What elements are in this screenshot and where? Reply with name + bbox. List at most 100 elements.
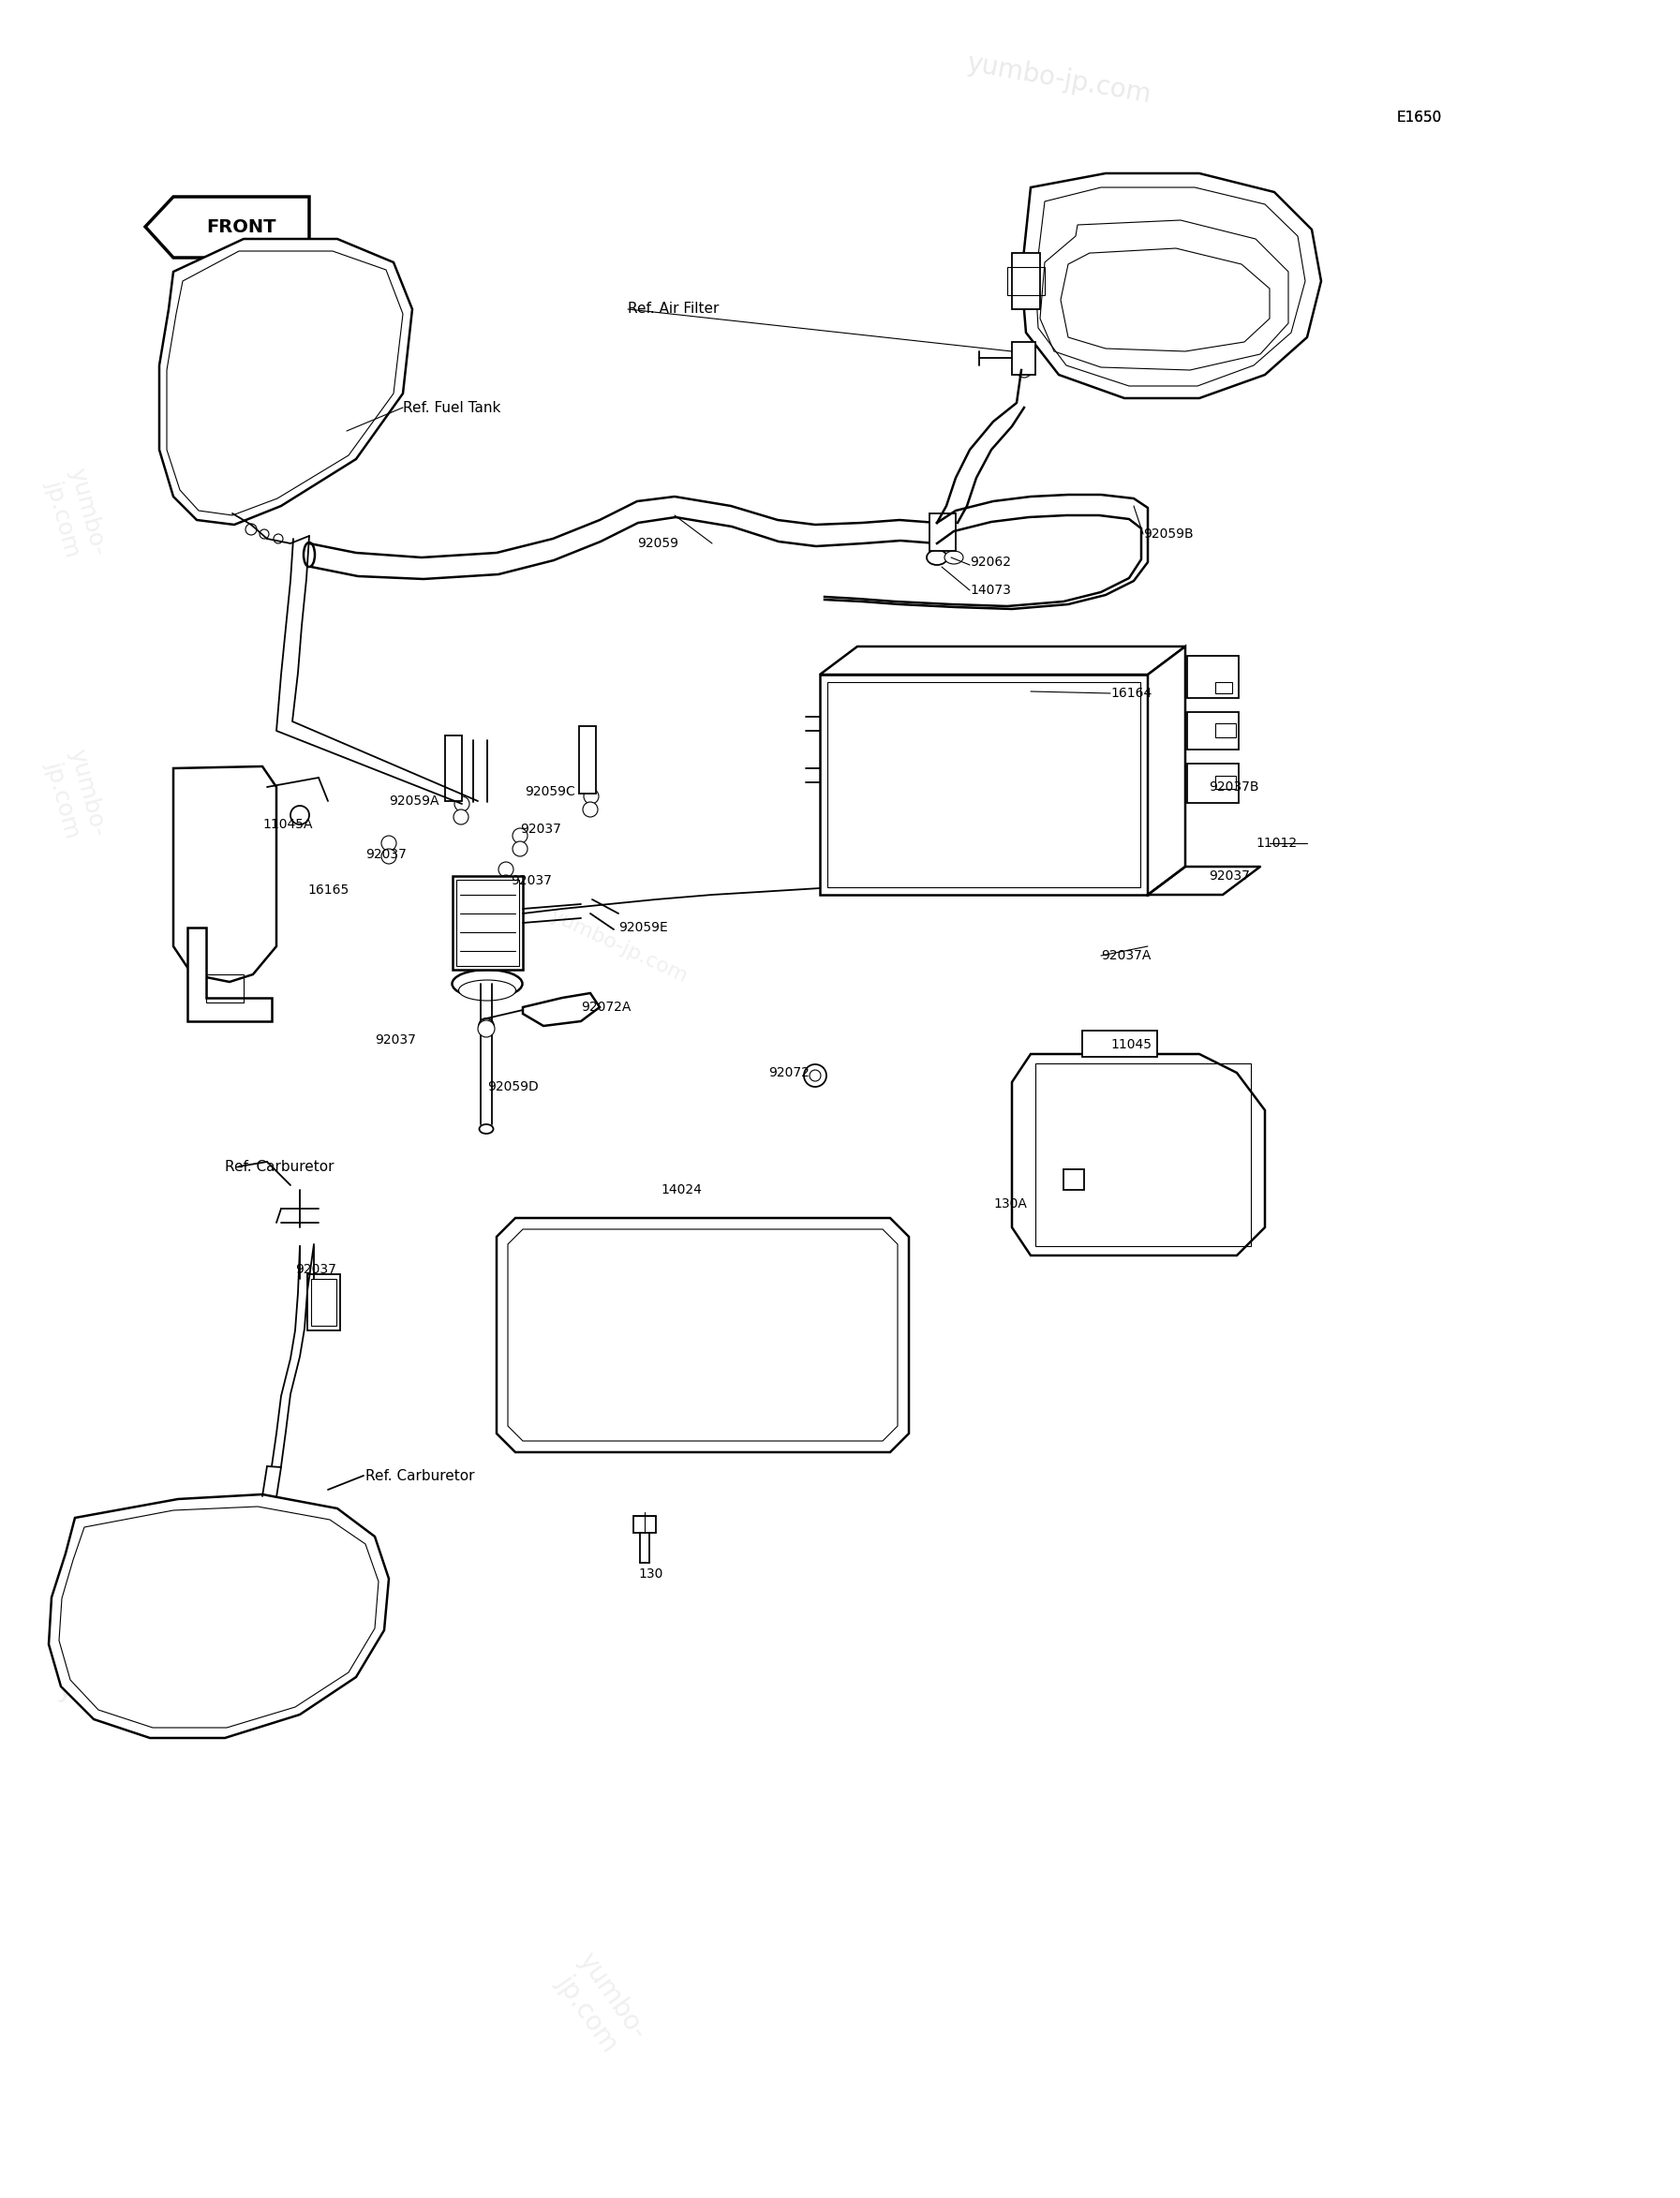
Circle shape bbox=[1104, 1090, 1126, 1112]
Text: 92037: 92037 bbox=[375, 1033, 417, 1046]
Circle shape bbox=[1112, 1035, 1127, 1051]
Text: Ref. Carburetor: Ref. Carburetor bbox=[225, 1158, 334, 1174]
Polygon shape bbox=[307, 1275, 339, 1330]
Polygon shape bbox=[188, 928, 272, 1022]
Text: Ref. Air Filter: Ref. Air Filter bbox=[628, 301, 719, 317]
Circle shape bbox=[1015, 347, 1033, 365]
Text: yumbo-jp.com: yumbo-jp.com bbox=[55, 1677, 244, 1734]
Circle shape bbox=[477, 1020, 494, 1037]
Polygon shape bbox=[929, 514, 956, 552]
Circle shape bbox=[454, 809, 469, 824]
Ellipse shape bbox=[944, 552, 963, 565]
Circle shape bbox=[312, 295, 324, 306]
Polygon shape bbox=[1011, 1055, 1265, 1255]
Polygon shape bbox=[820, 675, 1147, 895]
Circle shape bbox=[349, 1576, 371, 1600]
Circle shape bbox=[805, 1064, 827, 1086]
Text: 14024: 14024 bbox=[660, 1183, 702, 1196]
Polygon shape bbox=[1215, 776, 1236, 789]
Text: 92037: 92037 bbox=[296, 1264, 336, 1277]
Circle shape bbox=[583, 802, 598, 818]
Ellipse shape bbox=[94, 1508, 346, 1714]
Polygon shape bbox=[1215, 723, 1236, 736]
Ellipse shape bbox=[459, 980, 516, 1000]
Text: 92037: 92037 bbox=[1208, 870, 1250, 884]
Circle shape bbox=[482, 1022, 491, 1029]
Text: 92059B: 92059B bbox=[1142, 528, 1193, 541]
Ellipse shape bbox=[119, 1532, 321, 1690]
Circle shape bbox=[499, 862, 514, 877]
Text: Ref. Carburetor: Ref. Carburetor bbox=[366, 1468, 474, 1484]
Text: 92059E: 92059E bbox=[618, 921, 669, 934]
Polygon shape bbox=[1063, 1169, 1084, 1189]
Circle shape bbox=[1194, 719, 1213, 739]
Ellipse shape bbox=[304, 543, 314, 567]
Text: 130: 130 bbox=[638, 1567, 664, 1580]
Polygon shape bbox=[522, 993, 600, 1026]
Polygon shape bbox=[580, 725, 596, 793]
Circle shape bbox=[810, 1070, 822, 1081]
Circle shape bbox=[291, 807, 309, 824]
Polygon shape bbox=[1188, 655, 1238, 699]
Text: yumbo-jp.com: yumbo-jp.com bbox=[546, 906, 690, 987]
Text: 14073: 14073 bbox=[969, 585, 1011, 598]
Text: E1650: E1650 bbox=[1396, 110, 1441, 125]
Text: 92037: 92037 bbox=[521, 822, 561, 835]
Polygon shape bbox=[1188, 712, 1238, 750]
Text: 16164: 16164 bbox=[1110, 686, 1152, 699]
Circle shape bbox=[259, 530, 269, 539]
Text: 130A: 130A bbox=[993, 1198, 1026, 1211]
Circle shape bbox=[499, 875, 514, 890]
Circle shape bbox=[304, 286, 334, 314]
Circle shape bbox=[71, 1659, 97, 1686]
Polygon shape bbox=[160, 240, 412, 525]
Text: 92037: 92037 bbox=[366, 848, 407, 862]
Text: Ref. Fuel Tank: Ref. Fuel Tank bbox=[403, 400, 501, 415]
Text: 16165: 16165 bbox=[307, 884, 349, 897]
Text: E1650: E1650 bbox=[1396, 110, 1441, 125]
Circle shape bbox=[1104, 1202, 1126, 1224]
Polygon shape bbox=[1147, 646, 1186, 895]
Circle shape bbox=[1194, 769, 1213, 789]
Polygon shape bbox=[445, 736, 462, 800]
Ellipse shape bbox=[150, 1556, 291, 1668]
Polygon shape bbox=[1021, 174, 1320, 398]
Circle shape bbox=[69, 1580, 96, 1607]
Text: 11045: 11045 bbox=[1110, 1037, 1151, 1051]
Text: FRONT: FRONT bbox=[207, 218, 276, 235]
Circle shape bbox=[512, 829, 528, 844]
Text: 92059C: 92059C bbox=[524, 785, 575, 798]
Polygon shape bbox=[1011, 343, 1035, 376]
Text: yumbo-jp.com: yumbo-jp.com bbox=[964, 51, 1152, 108]
Text: yumbo-
jp.com: yumbo- jp.com bbox=[40, 466, 109, 565]
Polygon shape bbox=[452, 877, 522, 969]
Circle shape bbox=[381, 848, 396, 864]
Text: 92037A: 92037A bbox=[1100, 950, 1151, 963]
Circle shape bbox=[279, 259, 358, 338]
Text: 92062: 92062 bbox=[969, 556, 1011, 569]
Circle shape bbox=[291, 273, 346, 328]
Text: 92037B: 92037B bbox=[1208, 780, 1258, 793]
Circle shape bbox=[1048, 1090, 1070, 1112]
Text: yumbo-
jp.com: yumbo- jp.com bbox=[548, 1947, 652, 2062]
Polygon shape bbox=[1011, 253, 1040, 310]
Circle shape bbox=[1048, 1202, 1070, 1224]
Circle shape bbox=[245, 523, 257, 534]
Text: 92059A: 92059A bbox=[388, 793, 438, 807]
Text: 92072A: 92072A bbox=[581, 1000, 632, 1013]
Text: 92037: 92037 bbox=[511, 875, 551, 888]
Ellipse shape bbox=[452, 969, 522, 998]
Circle shape bbox=[64, 1624, 86, 1646]
Text: 11045A: 11045A bbox=[262, 818, 312, 831]
Ellipse shape bbox=[183, 1580, 257, 1642]
Circle shape bbox=[338, 1532, 365, 1558]
Text: 11012: 11012 bbox=[1255, 837, 1297, 851]
Ellipse shape bbox=[479, 1125, 494, 1134]
Text: 92059: 92059 bbox=[637, 536, 679, 550]
Polygon shape bbox=[144, 198, 309, 257]
Text: yumbo-
jp.com: yumbo- jp.com bbox=[40, 747, 109, 846]
Polygon shape bbox=[1188, 763, 1238, 802]
Circle shape bbox=[479, 1018, 494, 1033]
Circle shape bbox=[512, 842, 528, 857]
Circle shape bbox=[1016, 363, 1032, 378]
